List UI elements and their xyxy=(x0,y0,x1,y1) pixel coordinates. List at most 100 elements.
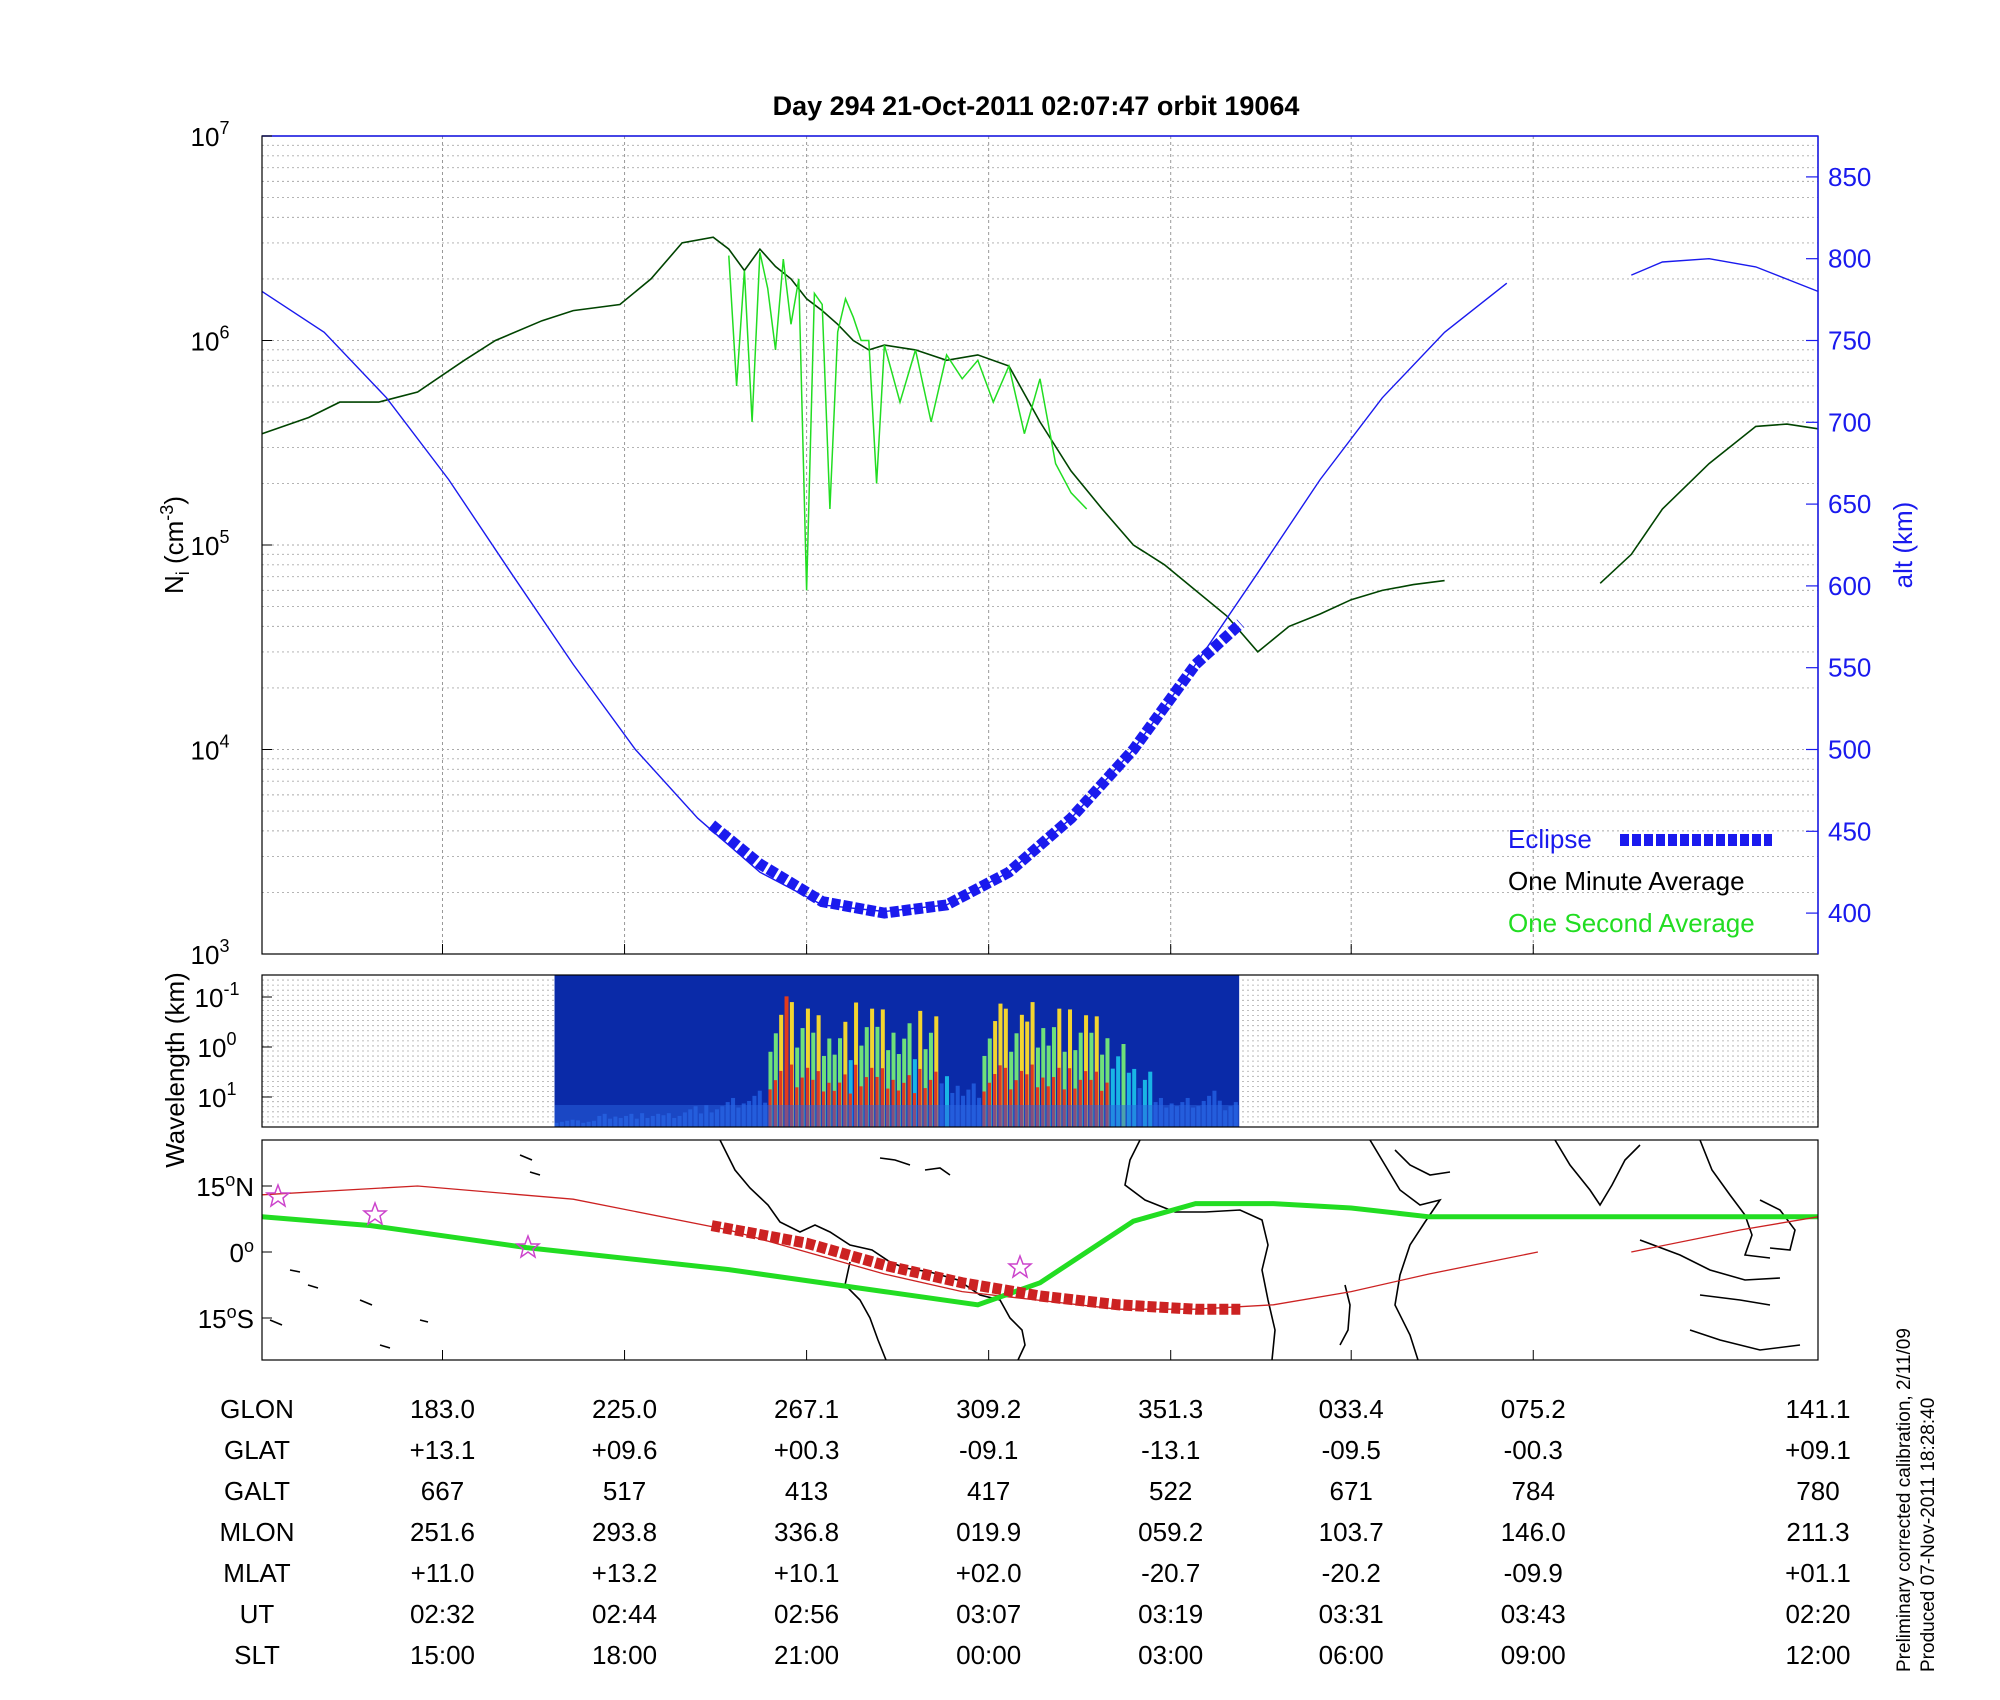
table-cell: 02:32 xyxy=(410,1599,475,1629)
table-row-label: MLAT xyxy=(223,1558,291,1588)
spectrogram-cell xyxy=(1142,1079,1147,1127)
spectrogram-cell xyxy=(773,1080,778,1127)
coastline-india xyxy=(1554,1139,1641,1207)
table-cell: 146.0 xyxy=(1501,1517,1566,1547)
spectrogram-cell xyxy=(1094,1071,1098,1127)
table-cell: 336.8 xyxy=(774,1517,839,1547)
spectrogram-cell xyxy=(875,1076,879,1127)
spectrogram-cell xyxy=(816,1071,820,1127)
ground-track-map-panel: 15oN 0o 15oS xyxy=(196,1139,1819,1361)
table-cell: 309.2 xyxy=(956,1394,1021,1424)
spectrogram-cell xyxy=(811,1079,815,1127)
station-star xyxy=(1006,1253,1034,1279)
spectrogram-cell xyxy=(993,1074,997,1127)
spec-tick-label: 100 xyxy=(198,1029,237,1063)
magnetic-equator-line xyxy=(261,1201,1818,1308)
spectrogram-cell xyxy=(1025,1074,1029,1127)
spectrogram-cell xyxy=(1105,1082,1109,1127)
right-tick-label: 500 xyxy=(1828,735,1871,765)
table-cell: +13.2 xyxy=(592,1558,658,1588)
table-row-label: GALT xyxy=(224,1476,290,1506)
table-row-label: UT xyxy=(240,1599,275,1629)
eclipse-track-line xyxy=(710,1220,1241,1315)
calibration-note: Preliminary corrected calibration, 2/11/… xyxy=(1894,1328,1915,1672)
coastline-madagascar xyxy=(1339,1284,1351,1346)
spectrogram-cell xyxy=(805,1067,810,1127)
spectrogram-cell xyxy=(998,1065,1002,1127)
right-tick-label: 750 xyxy=(1828,326,1871,356)
spectrogram-cell xyxy=(827,1082,831,1127)
legend-one-minute-label: One Minute Average xyxy=(1508,866,1745,896)
orbit-data-table: GLON 183.0 225.0 267.1 309.2 351.3 033.4 075.2 1… xyxy=(219,1394,1850,1670)
table-cell: 671 xyxy=(1330,1476,1373,1506)
legend-eclipse-label: Eclipse xyxy=(1508,824,1592,854)
station-star xyxy=(514,1233,542,1259)
map-plot-area xyxy=(262,1140,1818,1360)
map-axis-ticks: 15oN 0o 15oS xyxy=(196,1170,1534,1360)
spectrogram-cell xyxy=(1014,1080,1018,1127)
table-cell: 18:00 xyxy=(592,1640,657,1670)
right-tick-label: 850 xyxy=(1828,162,1871,192)
spectrogram-cell xyxy=(554,1105,1240,1127)
table-cell: 03:19 xyxy=(1138,1599,1203,1629)
right-axis-label: alt (km) xyxy=(1888,502,1918,589)
spectrogram-cell xyxy=(907,1075,911,1127)
table-cell: -20.2 xyxy=(1322,1558,1381,1588)
table-cell: 02:20 xyxy=(1785,1599,1850,1629)
station-markers xyxy=(264,1182,1034,1279)
top-series xyxy=(261,236,1819,919)
spectrogram-cell xyxy=(789,1064,794,1127)
table-cell: 06:00 xyxy=(1319,1640,1384,1670)
left-tick-label: 103 xyxy=(191,936,230,970)
map-series xyxy=(261,1185,1819,1315)
spectrogram-cell xyxy=(1089,1079,1093,1127)
spectrogram-cell xyxy=(1003,1067,1008,1127)
spectrogram-cell xyxy=(1030,1064,1034,1127)
table-cell: 033.4 xyxy=(1319,1394,1384,1424)
table-cell: 075.2 xyxy=(1501,1394,1566,1424)
spectrogram-cell xyxy=(1068,1068,1072,1127)
map-tick-label: 15oN xyxy=(196,1170,254,1202)
table-cell: 251.6 xyxy=(410,1517,475,1547)
one-minute-line xyxy=(261,236,1819,654)
one-second-line xyxy=(728,252,1088,591)
table-cell: +10.1 xyxy=(774,1558,840,1588)
coastline-pacific-islands xyxy=(269,1154,541,1349)
table-cell: 351.3 xyxy=(1138,1394,1203,1424)
spectrogram-cell xyxy=(838,1082,842,1127)
spectrogram-cell xyxy=(779,1070,783,1127)
coastline-indonesia xyxy=(1639,1239,1801,1351)
spectrogram-cell xyxy=(928,1079,933,1127)
coastline-africa xyxy=(1124,1139,1276,1361)
spectrogram-cell xyxy=(1078,1079,1082,1127)
table-cell: +00.3 xyxy=(774,1435,840,1465)
spectrogram-cell xyxy=(854,1064,858,1127)
table-cell: 03:00 xyxy=(1138,1640,1203,1670)
spectrogram-cell xyxy=(800,1077,804,1127)
spectrogram-panel: 10-1 100 101 Wavelength (km) xyxy=(160,972,1819,1168)
table-cell: 413 xyxy=(785,1476,828,1506)
orbit-track-line xyxy=(1631,1216,1819,1253)
table-cell: 183.0 xyxy=(410,1394,475,1424)
left-tick-label: 107 xyxy=(191,118,230,152)
eclipse-line xyxy=(708,619,1245,919)
spectrogram-image xyxy=(554,975,1240,1127)
spec-axis-ticks: 10-1 100 101 xyxy=(195,979,272,1113)
right-tick-label: 400 xyxy=(1828,898,1871,928)
table-cell: 21:00 xyxy=(774,1640,839,1670)
table-cell: 141.1 xyxy=(1785,1394,1850,1424)
table-cell: -09.9 xyxy=(1504,1558,1563,1588)
left-axis-ticks: 103 104 105 106 107 xyxy=(191,118,1534,970)
spectrogram-cell xyxy=(1019,1070,1024,1127)
spec-grid xyxy=(262,979,1818,1123)
legend: Eclipse One Minute Average One Second Av… xyxy=(1508,824,1772,938)
table-cell: 211.3 xyxy=(1786,1517,1849,1547)
coastline-caribbean xyxy=(879,1157,951,1176)
coastline-south-america-west xyxy=(844,1261,887,1361)
coastline-arabia xyxy=(1394,1149,1451,1176)
table-cell: 267.1 xyxy=(774,1394,839,1424)
legend-one-second-label: One Second Average xyxy=(1508,908,1755,938)
table-cell: 03:31 xyxy=(1319,1599,1384,1629)
spectrogram-cell xyxy=(1084,1071,1088,1127)
